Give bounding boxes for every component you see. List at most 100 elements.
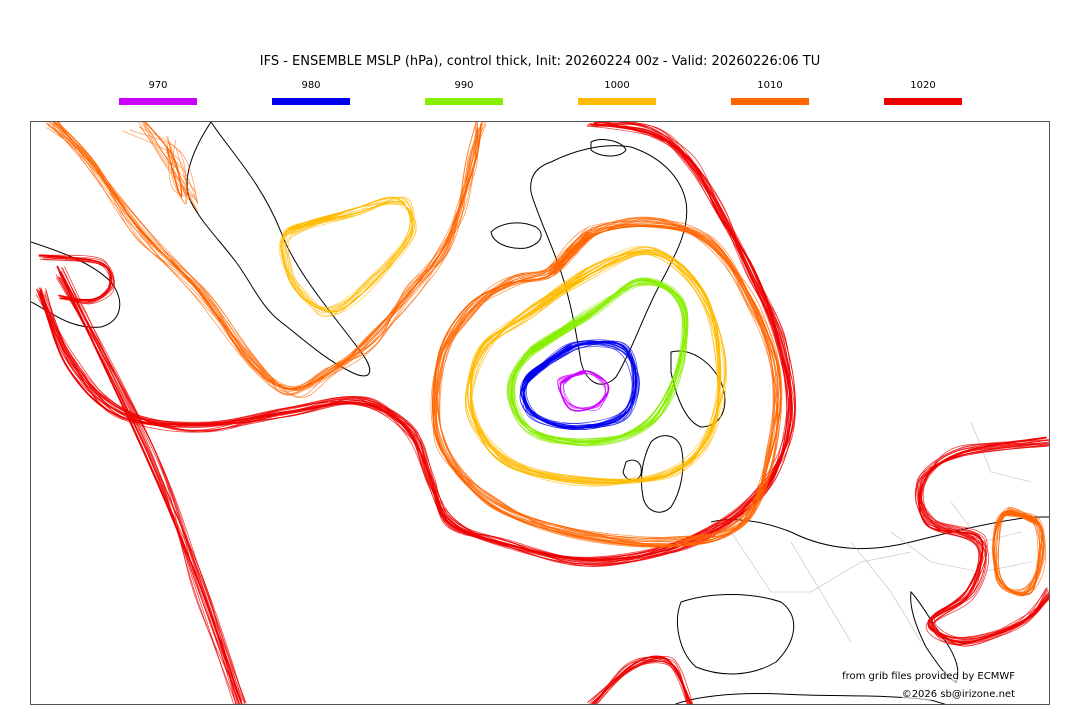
legend-item-1000: 1000 [578, 80, 656, 105]
isobar-line [523, 342, 635, 427]
isobar-line [467, 251, 721, 485]
isobar-line [40, 125, 790, 565]
isobar-line [557, 373, 610, 409]
isobar-1000-greenland [278, 196, 417, 317]
isobar-line [44, 122, 789, 559]
isobar-990-low [506, 277, 689, 447]
country-borders [730, 421, 1032, 643]
isobar-line [435, 217, 779, 545]
isobar-line [465, 253, 719, 482]
isobar-line [55, 277, 242, 701]
isobar-line [138, 122, 189, 196]
isobar-1010-greenland [45, 122, 487, 399]
isobar-980-low [519, 339, 641, 431]
isobar-line [57, 266, 235, 704]
isobar-line [595, 660, 689, 704]
isobar-line [45, 123, 793, 560]
isobar-line [60, 267, 240, 704]
isobar-line [59, 276, 240, 704]
isobar-line [919, 440, 1049, 638]
isobar-1010-low [430, 216, 783, 548]
isobar-line [470, 247, 726, 487]
isobar-line [439, 224, 780, 547]
legend-label: 1000 [604, 80, 630, 91]
isobar-line [35, 123, 794, 562]
isobar-line [41, 122, 792, 561]
isobar-line [921, 436, 1049, 640]
isobar-line [284, 196, 415, 312]
legend-swatch [272, 98, 350, 105]
isobar-line [52, 122, 479, 391]
isobar-line [140, 122, 196, 197]
isobar-line [55, 274, 239, 704]
legend-swatch [731, 98, 809, 105]
isobar-line [522, 342, 633, 426]
copyright-credit: ©2026 sb@irizone.net [901, 689, 1015, 700]
isobar-line [525, 341, 637, 430]
isobar-line [41, 254, 111, 302]
isobar-line [60, 270, 238, 704]
isobar-line [917, 439, 1049, 645]
isobar-line [557, 370, 609, 409]
isobar-line [57, 122, 480, 399]
isobar-line [62, 267, 243, 702]
isobar-line [433, 219, 775, 539]
isobar-line [519, 341, 635, 428]
isobar-line [38, 256, 112, 304]
map-panel: from grib files provided by ECMWF ©2026 … [30, 121, 1050, 705]
coastlines [31, 122, 1049, 704]
isobar-1020-west [55, 265, 247, 704]
isobar-line [42, 259, 114, 301]
isobar-line [45, 122, 484, 390]
legend-item-1010: 1010 [731, 80, 809, 105]
isobar-line [36, 122, 788, 562]
isobar-line [57, 276, 243, 704]
legend-label: 1010 [757, 80, 783, 91]
legend-label: 970 [148, 80, 168, 91]
isobar-line [54, 122, 487, 395]
map-svg [31, 122, 1049, 704]
isobar-line [56, 122, 487, 390]
source-credit: from grib files provided by ECMWF [842, 671, 1015, 682]
isobar-line [142, 122, 198, 203]
isobar-line [470, 245, 719, 483]
isobar-line [45, 122, 479, 389]
isobar-line [48, 122, 478, 388]
isobar-line [280, 198, 412, 310]
isobar-line [995, 511, 1045, 594]
legend-label: 980 [301, 80, 321, 91]
legend-item-970: 970 [119, 80, 197, 105]
isobar-line [522, 344, 634, 425]
isobar-line [58, 122, 476, 397]
isobar-line [520, 340, 636, 428]
isobar-line [435, 218, 776, 540]
isobar-line [590, 661, 689, 704]
isobar-line [51, 122, 483, 387]
isobar-line [995, 514, 1044, 595]
isobar-line [915, 441, 1049, 639]
isobar-line [44, 122, 791, 562]
isobar-line [43, 256, 111, 303]
isobar-1020-africa [587, 655, 694, 704]
legend-item-980: 980 [272, 80, 350, 105]
isobar-1000-low [465, 245, 727, 487]
legend-item-990: 990 [425, 80, 503, 105]
isobar-line [39, 125, 791, 560]
isobar-970-core [557, 370, 610, 412]
isobar-line [47, 122, 479, 393]
isobar-line [129, 129, 199, 204]
legend-swatch [119, 98, 197, 105]
isobar-line [39, 123, 788, 558]
isobar-line [282, 196, 414, 311]
isobar-bundles [35, 122, 1049, 704]
isobar-line [47, 124, 479, 391]
isobar-line [514, 282, 687, 446]
isobar-line [40, 122, 796, 560]
legend-label: 990 [454, 80, 474, 91]
isobar-line [914, 440, 1049, 639]
isobar-line [35, 125, 790, 565]
isobar-line [57, 122, 477, 391]
isobar-line [58, 272, 237, 704]
isobar-line [38, 122, 792, 562]
legend-item-1020: 1020 [884, 80, 962, 105]
